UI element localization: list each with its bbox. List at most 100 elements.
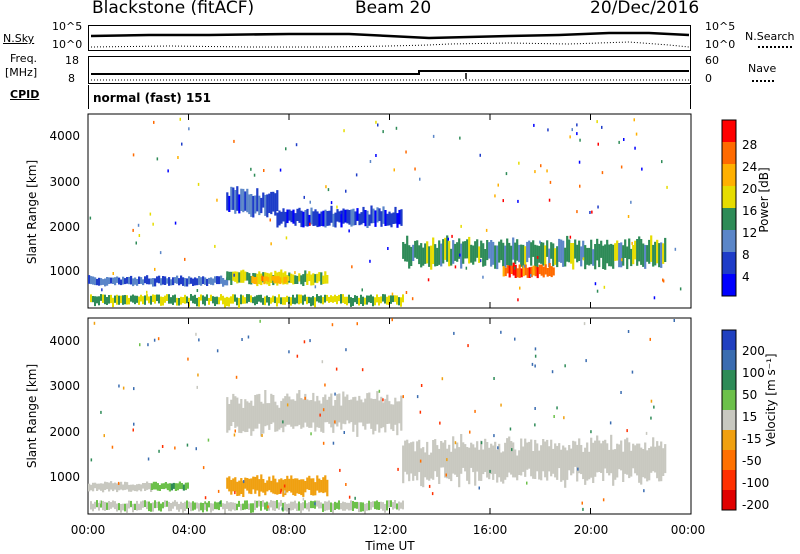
- power-heatmap-cell: [654, 241, 657, 266]
- power-heatmap-cell: [622, 245, 625, 266]
- power-heatmap-ground-cell: [202, 295, 204, 305]
- velocity-heatmap-cell: [156, 483, 159, 491]
- power-heatmap-cell: [640, 239, 643, 265]
- power-heatmap-speckle: [576, 123, 578, 127]
- velocity-heatmap-cell: [444, 440, 447, 478]
- velocity-heatmap-cell: [450, 451, 453, 482]
- power-heatmap-cell: [281, 277, 284, 283]
- velocity-heatmap-cell: [474, 447, 477, 486]
- power-heatmap-cell: [636, 239, 639, 266]
- power-heatmap-speckle: [361, 288, 363, 292]
- power-heatmap-cell: [142, 279, 145, 286]
- power-heatmap-cell: [450, 248, 453, 266]
- velocity-heatmap-ground-cell: [302, 502, 304, 511]
- velocity-heatmap-cell: [400, 395, 403, 431]
- power-heatmap-cell: [196, 278, 199, 286]
- power-heatmap-cell: [190, 277, 193, 284]
- power-heatmap-ground-cell: [244, 297, 246, 304]
- velocity-heatmap-ground-cell: [156, 501, 158, 508]
- power-heatmap-speckle: [635, 132, 638, 136]
- velocity-heatmap-cell: [532, 451, 535, 479]
- velocity-heatmap-cell: [110, 481, 113, 490]
- velocity-heatmap-ground-cell: [370, 501, 372, 510]
- velocity-heatmap-speckle: [139, 343, 141, 347]
- power-heatmap-ground-cell: [394, 295, 396, 302]
- velocity-heatmap-ground-cell: [400, 502, 402, 509]
- power-cb-tick-28: 28: [742, 138, 757, 152]
- velocity-heatmap-cell: [258, 479, 261, 497]
- power-heatmap-cell: [502, 266, 505, 277]
- power-heatmap-cell: [490, 240, 493, 267]
- velocity-ytick-1000: 1000: [49, 470, 80, 484]
- velocity-heatmap-ground-cell: [218, 502, 220, 511]
- velocity-heatmap-cell: [316, 475, 319, 491]
- velocity-heatmap-cell: [314, 401, 317, 432]
- velocity-heatmap-ground-cell: [354, 501, 356, 509]
- velocity-heatmap-cell: [290, 399, 293, 427]
- velocity-heatmap-speckle: [132, 428, 134, 432]
- velocity-heatmap-cell: [402, 445, 405, 484]
- power-heatmap-cell: [314, 274, 317, 283]
- power-heatmap-speckle: [325, 185, 327, 189]
- velocity-heatmap-cell: [578, 438, 581, 474]
- power-heatmap-ground-cell: [274, 296, 276, 304]
- power-heatmap-cell: [251, 275, 254, 283]
- cpid-value: normal (fast) 151: [93, 91, 211, 105]
- power-heatmap-cell: [240, 188, 243, 211]
- velocity-heatmap-cell: [298, 390, 301, 425]
- power-heatmap-cell: [292, 274, 295, 285]
- power-heatmap-cell: [460, 243, 463, 269]
- power-heatmap-speckle: [630, 200, 632, 204]
- power-heatmap-cell: [348, 210, 351, 225]
- velocity-heatmap-cell: [522, 446, 525, 472]
- power-heatmap-ground-cell: [138, 296, 140, 305]
- cpid-label: CPID: [10, 88, 40, 101]
- power-heatmap-cell: [282, 208, 285, 222]
- velocity-heatmap-cell: [398, 401, 401, 424]
- velocity-heatmap-ground-cell: [384, 503, 386, 513]
- power-heatmap-cell: [576, 244, 579, 263]
- velocity-heatmap-speckle: [133, 387, 135, 391]
- velocity-heatmap-cell: [326, 479, 329, 497]
- velocity-heatmap-speckle: [197, 373, 199, 377]
- power-heatmap-ground-cell: [318, 296, 320, 303]
- power-heatmap-cell: [370, 205, 373, 224]
- power-heatmap-cell: [280, 269, 283, 283]
- power-heatmap-cell: [234, 190, 237, 214]
- velocity-heatmap-cell: [368, 392, 371, 424]
- velocity-heatmap-ground-cell: [210, 503, 212, 513]
- velocity-heatmap-speckle: [93, 321, 96, 325]
- power-heatmap-speckle: [173, 278, 176, 282]
- power-heatmap-ground-cell: [386, 296, 388, 305]
- velocity-heatmap-cell: [528, 441, 531, 469]
- freq-line: [91, 70, 689, 75]
- velocity-heatmap-cell: [324, 475, 327, 493]
- nave-tick-high: 60: [705, 54, 719, 67]
- velocity-heatmap-ground-cell: [376, 500, 378, 510]
- velocity-heatmap-cell: [576, 444, 579, 482]
- power-heatmap-cell: [350, 209, 353, 227]
- power-heatmap-cell: [416, 240, 419, 259]
- velocity-heatmap-cell: [108, 482, 111, 492]
- power-heatmap-cell: [392, 212, 395, 224]
- power-colorbar-label: Power [dB]: [757, 167, 771, 232]
- freq-label-line1: Freq.: [10, 52, 38, 65]
- velocity-heatmap-speckle: [217, 489, 220, 493]
- velocity-heatmap-cell: [244, 399, 247, 433]
- power-heatmap-speckle: [101, 288, 103, 292]
- power-heatmap-speckle: [216, 198, 218, 202]
- power-heatmap-ground-cell: [252, 297, 254, 304]
- power-heatmap-cell: [330, 205, 333, 223]
- power-heatmap-speckle: [641, 167, 643, 171]
- velocity-heatmap-speckle: [397, 467, 399, 471]
- power-heatmap-cell: [538, 264, 541, 275]
- power-heatmap-cell: [194, 277, 197, 286]
- velocity-heatmap-ground-cell: [280, 500, 282, 507]
- power-heatmap-cell: [228, 195, 231, 212]
- power-heatmap-cell: [604, 244, 607, 270]
- power-heatmap-cell: [580, 246, 583, 267]
- power-heatmap-ground-cell: [200, 294, 202, 301]
- velocity-heatmap-cell: [446, 448, 449, 479]
- velocity-heatmap-cell: [318, 478, 321, 493]
- velocity-heatmap-ground-cell: [312, 501, 314, 509]
